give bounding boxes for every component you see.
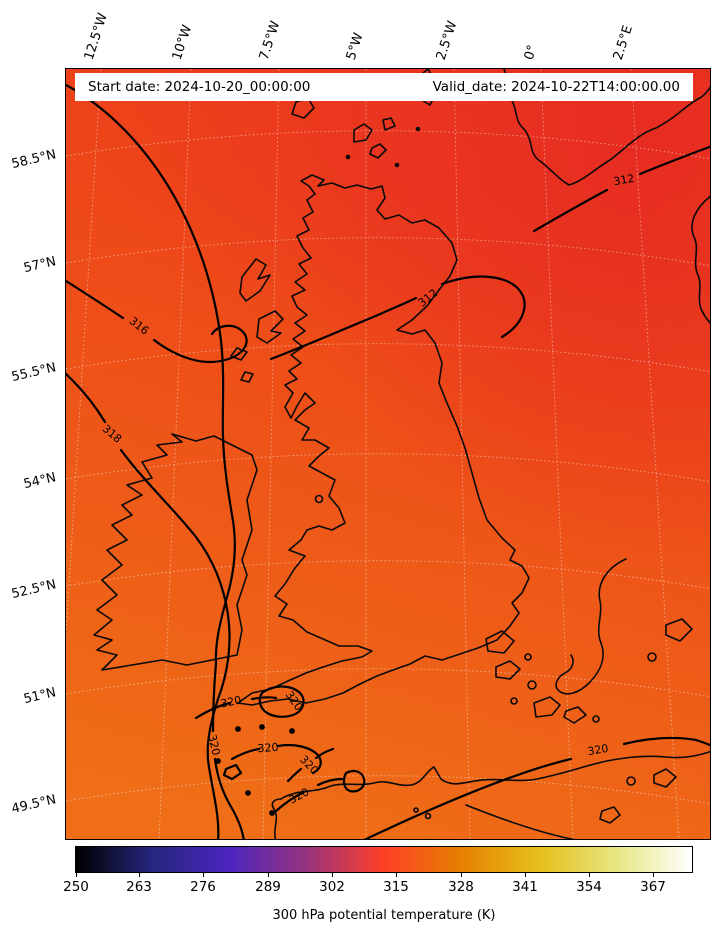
lat-tick-51N: 51°N: [22, 685, 58, 708]
lat-tick-52p5N: 52.5°N: [10, 577, 58, 602]
lon-tick-0: 0°: [521, 43, 541, 62]
title-bar: Start date: 2024-10-20_00:00:00 Valid_da…: [75, 73, 693, 101]
lat-tick-55p5N: 55.5°N: [10, 360, 58, 385]
contour-label-320-d: 320: [257, 740, 279, 756]
map-plot-area: 312 312 316 318 320 320 320 320 320 320 …: [65, 68, 711, 840]
colorbar-tick-label-328: 328: [448, 879, 474, 895]
map-canvas: [66, 69, 710, 839]
lon-tick-10W: 10°W: [169, 23, 196, 62]
lat-tick-58p5N: 58.5°N: [10, 147, 58, 172]
colorbar-tick: [268, 873, 269, 877]
lon-tick-2p5W: 2.5°W: [433, 19, 461, 63]
contour-label-320-g: 320: [586, 741, 610, 759]
colorbar-axis-label: 300 hPa potential temperature (K): [272, 908, 496, 923]
lon-tick-2p5E: 2.5°E: [610, 23, 636, 62]
colorbar-gradient: [75, 846, 693, 873]
colorbar-tick-label-315: 315: [383, 879, 409, 895]
temperature-shading: [66, 69, 710, 839]
theta-contours: [66, 83, 710, 839]
lat-tick-54N: 54°N: [22, 470, 58, 493]
colorbar-tick-label-341: 341: [512, 879, 538, 895]
colorbar-tick-label-354: 354: [576, 879, 602, 895]
colorbar-tick: [76, 873, 77, 877]
colorbar-tick: [139, 873, 140, 877]
lon-tick-5W: 5°W: [343, 31, 367, 62]
colorbar-tick-label-302: 302: [319, 879, 345, 895]
colorbar-tick: [203, 873, 204, 877]
colorbar-tick: [461, 873, 462, 877]
colorbar-tick: [653, 873, 654, 877]
colorbar-tick: [396, 873, 397, 877]
lat-tick-57N: 57°N: [22, 254, 58, 277]
lat-tick-49p5N: 49.5°N: [10, 792, 58, 817]
coastlines: [93, 69, 710, 839]
colorbar-tick-label-276: 276: [190, 879, 216, 895]
colorbar-tick-label-367: 367: [640, 879, 666, 895]
lon-tick-7p5W: 7.5°W: [256, 19, 284, 63]
contour-label-312-b: 312: [612, 171, 636, 189]
valid-date-text: Valid_date: 2024-10-22T14:00:00.00: [432, 79, 680, 95]
colorbar-tick-label-289: 289: [255, 879, 281, 895]
start-date-text: Start date: 2024-10-20_00:00:00: [88, 79, 311, 95]
graticule-gridlines: [66, 69, 710, 839]
colorbar-tick-label-263: 263: [126, 879, 152, 895]
colorbar-tick-label-250: 250: [63, 879, 89, 895]
colorbar-tick: [525, 873, 526, 877]
colorbar-tick: [332, 873, 333, 877]
colorbar-tick: [589, 873, 590, 877]
lon-tick-12p5W: 12.5°W: [81, 11, 111, 62]
